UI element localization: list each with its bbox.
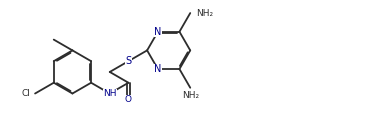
Text: NH₂: NH₂ — [182, 91, 199, 100]
Text: O: O — [125, 95, 132, 104]
Text: N: N — [154, 64, 162, 74]
Text: NH: NH — [103, 89, 116, 98]
Text: N: N — [154, 27, 162, 37]
Text: Cl: Cl — [22, 89, 31, 98]
Text: S: S — [125, 56, 131, 66]
Text: NH₂: NH₂ — [196, 8, 213, 18]
